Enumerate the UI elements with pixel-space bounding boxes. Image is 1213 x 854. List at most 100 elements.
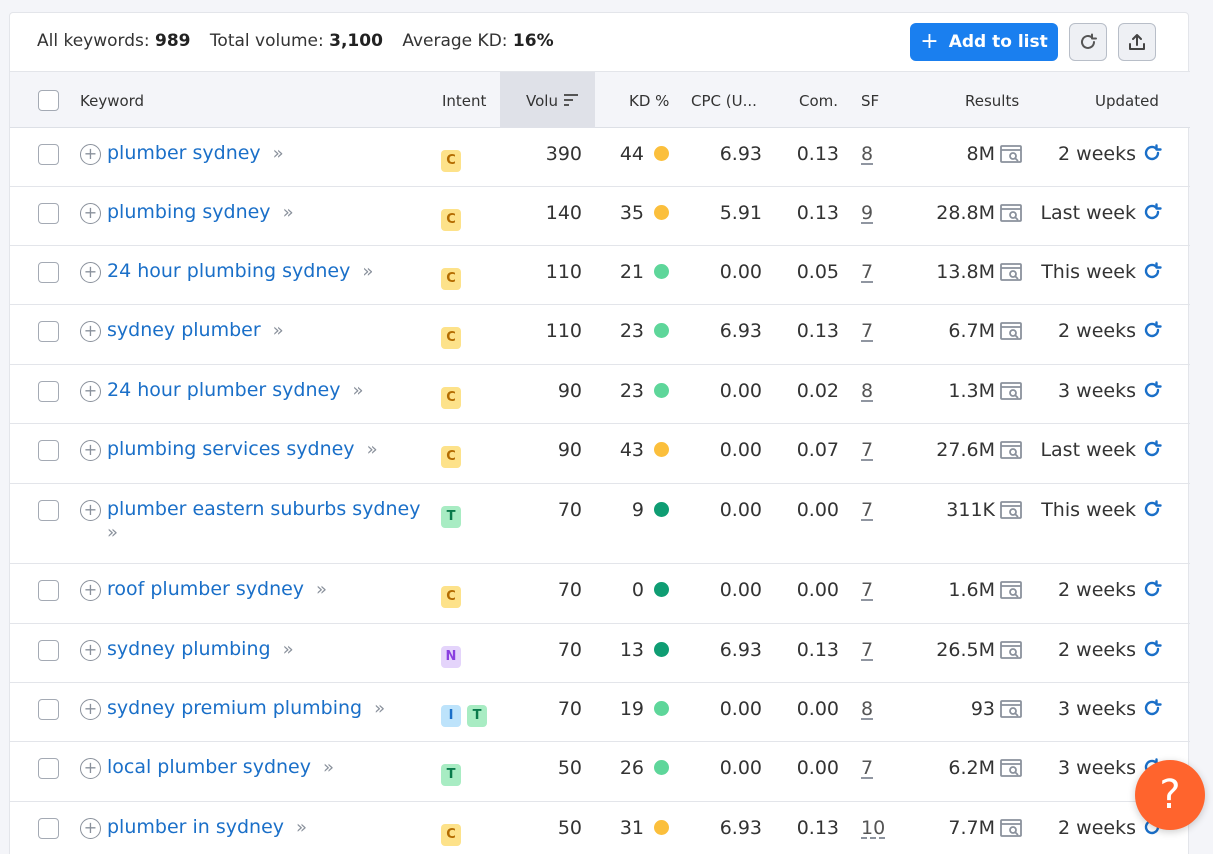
row-checkbox[interactable] [38,758,59,779]
row-checkbox[interactable] [38,818,59,839]
row-checkbox[interactable] [38,144,59,165]
serp-preview-icon[interactable] [1000,700,1022,723]
add-keyword-icon[interactable]: + [80,580,101,601]
keyword-overview-icon[interactable]: » [296,817,307,838]
keyword-link[interactable]: plumber eastern suburbs sydney [107,498,421,520]
serp-features-count[interactable]: 7 [861,320,874,342]
keyword-link[interactable]: sydney premium plumbing [107,697,363,719]
column-results[interactable]: Results [965,92,1020,110]
row-checkbox[interactable] [38,440,59,461]
kd-value: 44 [619,143,644,165]
serp-features-count[interactable]: 8 [861,143,874,165]
serp-preview-icon[interactable] [1000,382,1022,405]
add-keyword-icon[interactable]: + [80,699,101,720]
refresh-keyword-icon[interactable] [1142,698,1162,723]
add-keyword-icon[interactable]: + [80,381,101,402]
refresh-keyword-icon[interactable] [1142,202,1162,227]
row-checkbox[interactable] [38,203,59,224]
add-keyword-icon[interactable]: + [80,500,101,521]
keyword-link[interactable]: plumber sydney [107,142,261,164]
serp-features-count[interactable]: 7 [861,261,874,283]
row-checkbox[interactable] [38,381,59,402]
add-keyword-icon[interactable]: + [80,758,101,779]
keyword-link[interactable]: sydney plumbing [107,638,271,660]
serp-preview-icon[interactable] [1000,641,1022,664]
serp-features-count[interactable]: 7 [861,439,874,461]
serp-preview-icon[interactable] [1000,759,1022,782]
keyword-overview-icon[interactable]: » [352,380,363,401]
select-all-checkbox[interactable] [38,90,59,111]
keyword-link[interactable]: 24 hour plumber sydney [107,379,341,401]
keyword-link[interactable]: local plumber sydney [107,756,311,778]
column-keyword[interactable]: Keyword [80,92,145,110]
add-keyword-icon[interactable]: + [80,203,101,224]
column-kd[interactable]: KD % [629,92,670,110]
serp-features-count[interactable]: 9 [861,202,874,224]
refresh-keyword-icon[interactable] [1142,579,1162,604]
keyword-link[interactable]: sydney plumber [107,319,261,341]
add-keyword-icon[interactable]: + [80,440,101,461]
kd-difficulty-dot [654,146,669,161]
refresh-button[interactable] [1069,23,1107,61]
refresh-keyword-icon[interactable] [1142,261,1162,286]
row-checkbox[interactable] [38,262,59,283]
export-button[interactable] [1118,23,1156,61]
serp-features-count[interactable]: 7 [861,757,874,779]
keyword-link[interactable]: plumbing sydney [107,201,271,223]
serp-features-count[interactable]: 8 [861,698,874,720]
column-sf[interactable]: SF [861,92,880,110]
refresh-keyword-icon[interactable] [1142,143,1162,168]
row-checkbox[interactable] [38,580,59,601]
serp-preview-icon[interactable] [1000,322,1022,345]
keywords-panel: All keywords: 989 Total volume: 3,100 Av… [9,12,1190,854]
refresh-keyword-icon[interactable] [1142,639,1162,664]
serp-preview-icon[interactable] [1000,501,1022,524]
serp-preview-icon[interactable] [1000,441,1022,464]
add-keyword-icon[interactable]: + [80,144,101,165]
column-volume[interactable]: Volu [526,92,579,110]
row-checkbox[interactable] [38,321,59,342]
keyword-link[interactable]: roof plumber sydney [107,578,305,600]
add-keyword-icon[interactable]: + [80,640,101,661]
serp-features-count[interactable]: 7 [861,639,874,661]
serp-preview-icon[interactable] [1000,581,1022,604]
add-to-list-button[interactable]: + Add to list [910,23,1058,61]
add-keyword-icon[interactable]: + [80,818,101,839]
refresh-keyword-icon[interactable] [1142,320,1162,345]
column-cpc[interactable]: CPC (U... [691,92,757,110]
keyword-overview-icon[interactable]: » [316,579,327,600]
keyword-link[interactable]: plumbing services sydney [107,438,355,460]
add-keyword-icon[interactable]: + [80,262,101,283]
serp-features-count[interactable]: 7 [861,499,874,521]
help-button[interactable]: ? [1135,760,1205,830]
serp-preview-icon[interactable] [1000,145,1022,168]
add-keyword-icon[interactable]: + [80,321,101,342]
refresh-keyword-icon[interactable] [1142,380,1162,405]
serp-preview-icon[interactable] [1000,263,1022,286]
row-checkbox[interactable] [38,500,59,521]
serp-features-count[interactable]: 7 [861,579,874,601]
serp-features-count[interactable]: 10 [861,817,886,839]
keyword-overview-icon[interactable]: » [366,439,378,460]
serp-preview-icon[interactable] [1000,204,1022,227]
refresh-keyword-icon[interactable] [1142,439,1162,464]
keyword-overview-icon[interactable]: » [282,639,294,660]
keyword-overview-icon[interactable]: » [272,320,284,341]
row-checkbox[interactable] [38,699,59,720]
refresh-keyword-icon[interactable] [1142,499,1162,524]
keyword-link[interactable]: 24 hour plumbing sydney [107,260,351,282]
keyword-overview-icon[interactable]: » [282,202,294,223]
keyword-overview-icon[interactable]: » [322,757,334,778]
keyword-overview-icon[interactable]: » [272,143,284,164]
row-checkbox[interactable] [38,640,59,661]
keyword-link[interactable]: plumber in sydney [107,816,285,838]
keyword-overview-icon[interactable]: » [374,698,385,719]
serp-features-count[interactable]: 8 [861,380,874,402]
column-com[interactable]: Com. [799,92,839,110]
keyword-overview-icon[interactable]: » [107,522,118,543]
column-intent[interactable]: Intent [442,92,487,110]
serp-preview-icon[interactable] [1000,819,1022,842]
updated-cell: Last week [1040,439,1162,464]
keyword-overview-icon[interactable]: » [362,261,373,282]
column-updated[interactable]: Updated [1095,92,1159,110]
